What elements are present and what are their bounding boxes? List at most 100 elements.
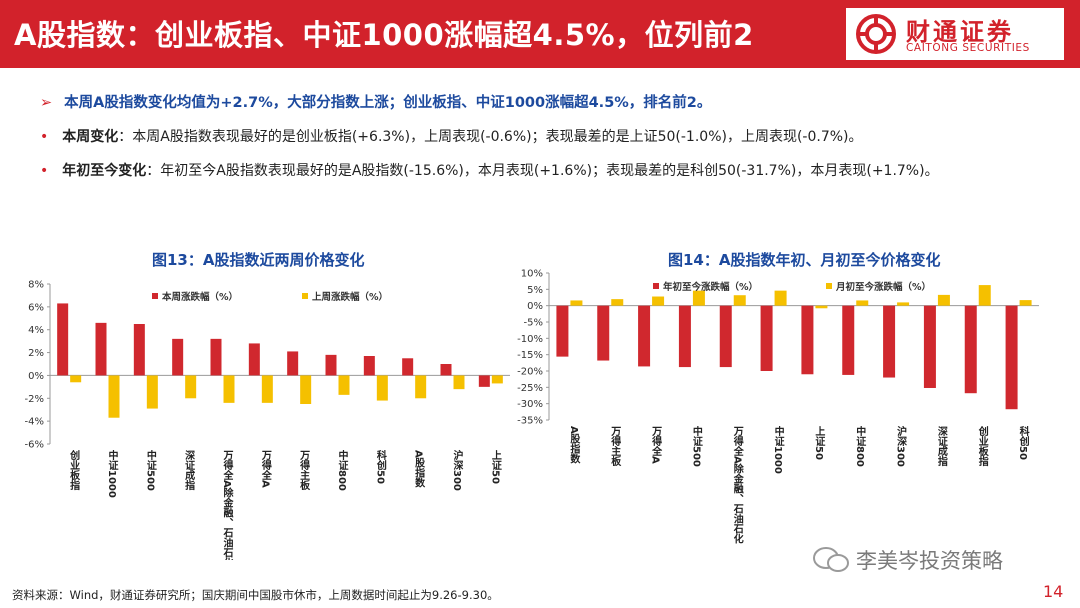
legend-label: 月初至今涨跌幅（%） (835, 281, 931, 293)
x-tick-label: 万得主板 (298, 450, 311, 491)
legend-swatch (653, 283, 659, 289)
y-tick-label: -20% (517, 367, 543, 378)
y-tick-label: 0% (527, 301, 543, 312)
x-tick-label: 中证800 (336, 449, 348, 491)
legend-label: 上周涨跌幅（%） (312, 291, 388, 303)
weekly-text: ：本周A股指数表现最好的是创业板指(+6.3%)，上周表现(-0.6%)；表现最… (118, 129, 863, 145)
bar-series2 (1019, 300, 1032, 306)
y-tick-label: -5% (524, 318, 543, 329)
bar-series2 (856, 300, 869, 306)
bar-series2 (108, 375, 120, 418)
bar-series2 (733, 295, 746, 306)
summary-main: ➢ 本周A股指数变化均值为+2.7%，大部分指数上涨；创业板指、中证1000涨幅超… (40, 91, 711, 112)
source-note: 资料来源：Wind，财通证券研究所；国庆期间中国股市休市，上周数据时间起止为9.… (12, 588, 499, 602)
bar-series1 (760, 305, 773, 371)
bar-series2 (338, 375, 350, 395)
page-number: 14 (1043, 582, 1064, 601)
chart2-title: 图14：A股指数年初、月初至今价格变化 (668, 251, 941, 269)
bar-series2 (611, 299, 624, 306)
y-tick-label: 4% (28, 325, 44, 336)
bar-series2 (453, 375, 465, 390)
y-tick-label: -2% (25, 394, 44, 405)
wechat-icon (813, 547, 849, 572)
logo-text-cn: 财通证券 (906, 18, 1014, 46)
bar-series2 (146, 375, 158, 409)
chart-ytd-change: 10% 5% 0% -5% -10% -15% -20% -25% -30% -35% A股指数 万得… (517, 269, 1039, 545)
y-tick-label: -6% (25, 440, 44, 451)
bar-series2 (570, 300, 583, 306)
bar-series1 (842, 305, 855, 375)
bar-series2 (415, 375, 427, 399)
page-title: A股指数：创业板指、中证1000涨幅超4.5%，位列前2 (14, 18, 754, 52)
bar-series1 (883, 305, 896, 378)
y-tick-label: 0% (28, 371, 44, 382)
legend-swatch (152, 293, 158, 299)
y-tick-label: 2% (28, 348, 44, 359)
y-tick-label: -4% (25, 417, 44, 428)
y-tick-label: -30% (517, 399, 543, 410)
bar-series1 (1005, 305, 1018, 410)
x-tick-label: 上证50 (489, 449, 501, 484)
chart1-title: 图13：A股指数近两周价格变化 (152, 251, 365, 269)
bar-series2 (300, 375, 312, 404)
y-tick-label: 8% (28, 280, 44, 291)
bar-series2 (491, 375, 503, 384)
legend-label: 年初至今涨跌幅（%） (663, 281, 758, 293)
y-tick-label: -35% (517, 416, 543, 427)
bar-series2 (70, 375, 82, 383)
summary-ytd: • 年初至今变化：年初至今A股指数表现最好的是A股指数(-15.6%)，本月表现(… (40, 160, 939, 180)
y-tick-label: 6% (28, 302, 44, 313)
y-tick-label: -25% (517, 383, 543, 394)
x-tick-label: 创业板指 (68, 449, 81, 491)
ytd-text: ：年初至今A股指数表现最好的是A股指数(-15.6%)，本月表现(+1.6%)；… (146, 163, 939, 179)
bar-series2 (652, 296, 665, 306)
bar-series1 (363, 356, 375, 376)
y-tick-label: -10% (517, 334, 543, 345)
x-tick-label: 万得全A (259, 450, 272, 488)
bar-series1 (133, 324, 145, 376)
bar-series2 (376, 375, 388, 401)
summary-main-text: 本周A股指数变化均值为+2.7%，大部分指数上涨；创业板指、中证1000涨幅超4… (64, 95, 712, 111)
bar-series1 (964, 305, 977, 394)
x-tick-label: 中证1000 (772, 425, 784, 474)
bar-series1 (57, 303, 69, 376)
logo-text-en: CAITONG SECURITIES (906, 42, 1030, 54)
x-tick-label: 上证50 (813, 425, 825, 460)
bar-series2 (978, 285, 991, 306)
bar-series1 (597, 305, 610, 361)
bar-series1 (402, 358, 414, 376)
bar-series1 (719, 305, 732, 368)
x-tick-label: 万得全A除金融、石油石化 (731, 426, 744, 545)
watermark: 李美岑投资策略 (856, 549, 1003, 573)
x-tick-label: 深证成指 (183, 449, 195, 491)
bar-series2 (692, 290, 705, 306)
x-tick-label: 中证500 (690, 425, 702, 467)
legend-swatch (302, 293, 308, 299)
bar-series1 (678, 305, 691, 368)
y-tick-label: 5% (527, 285, 543, 296)
bar-series1 (325, 354, 337, 376)
bar-series1 (478, 375, 490, 387)
chart-weekly-change: 8% 6% 4% 2% 0% -2% -4% -6% 创业板指 中证1000 中证500 深证成指 万得… (25, 280, 510, 560)
bullet-dot-icon: • (40, 129, 49, 145)
bar-series1 (172, 338, 184, 376)
x-tick-label: A股指数 (568, 426, 580, 465)
x-tick-label: A股指数 (413, 450, 425, 489)
bar-series2 (223, 375, 235, 403)
bar-series1 (210, 338, 222, 376)
bar-series1 (248, 343, 260, 376)
x-tick-label: 创业板指 (976, 425, 989, 467)
bar-series2 (774, 290, 787, 306)
x-tick-label: 万得全A (650, 426, 663, 464)
x-tick-label: 科创50 (374, 449, 387, 484)
bar-series1 (287, 351, 299, 376)
bar-series2 (815, 305, 828, 309)
legend-label: 本周涨跌幅（%） (162, 291, 238, 303)
x-tick-label: 中证500 (144, 449, 156, 491)
x-tick-label: 深证成指 (935, 425, 947, 467)
bar-series1 (95, 322, 107, 376)
weekly-label: 本周变化 (62, 129, 119, 145)
x-tick-label: 中证800 (854, 425, 866, 467)
bar-series1 (556, 305, 569, 357)
x-tick-label: 沪深300 (895, 425, 907, 467)
